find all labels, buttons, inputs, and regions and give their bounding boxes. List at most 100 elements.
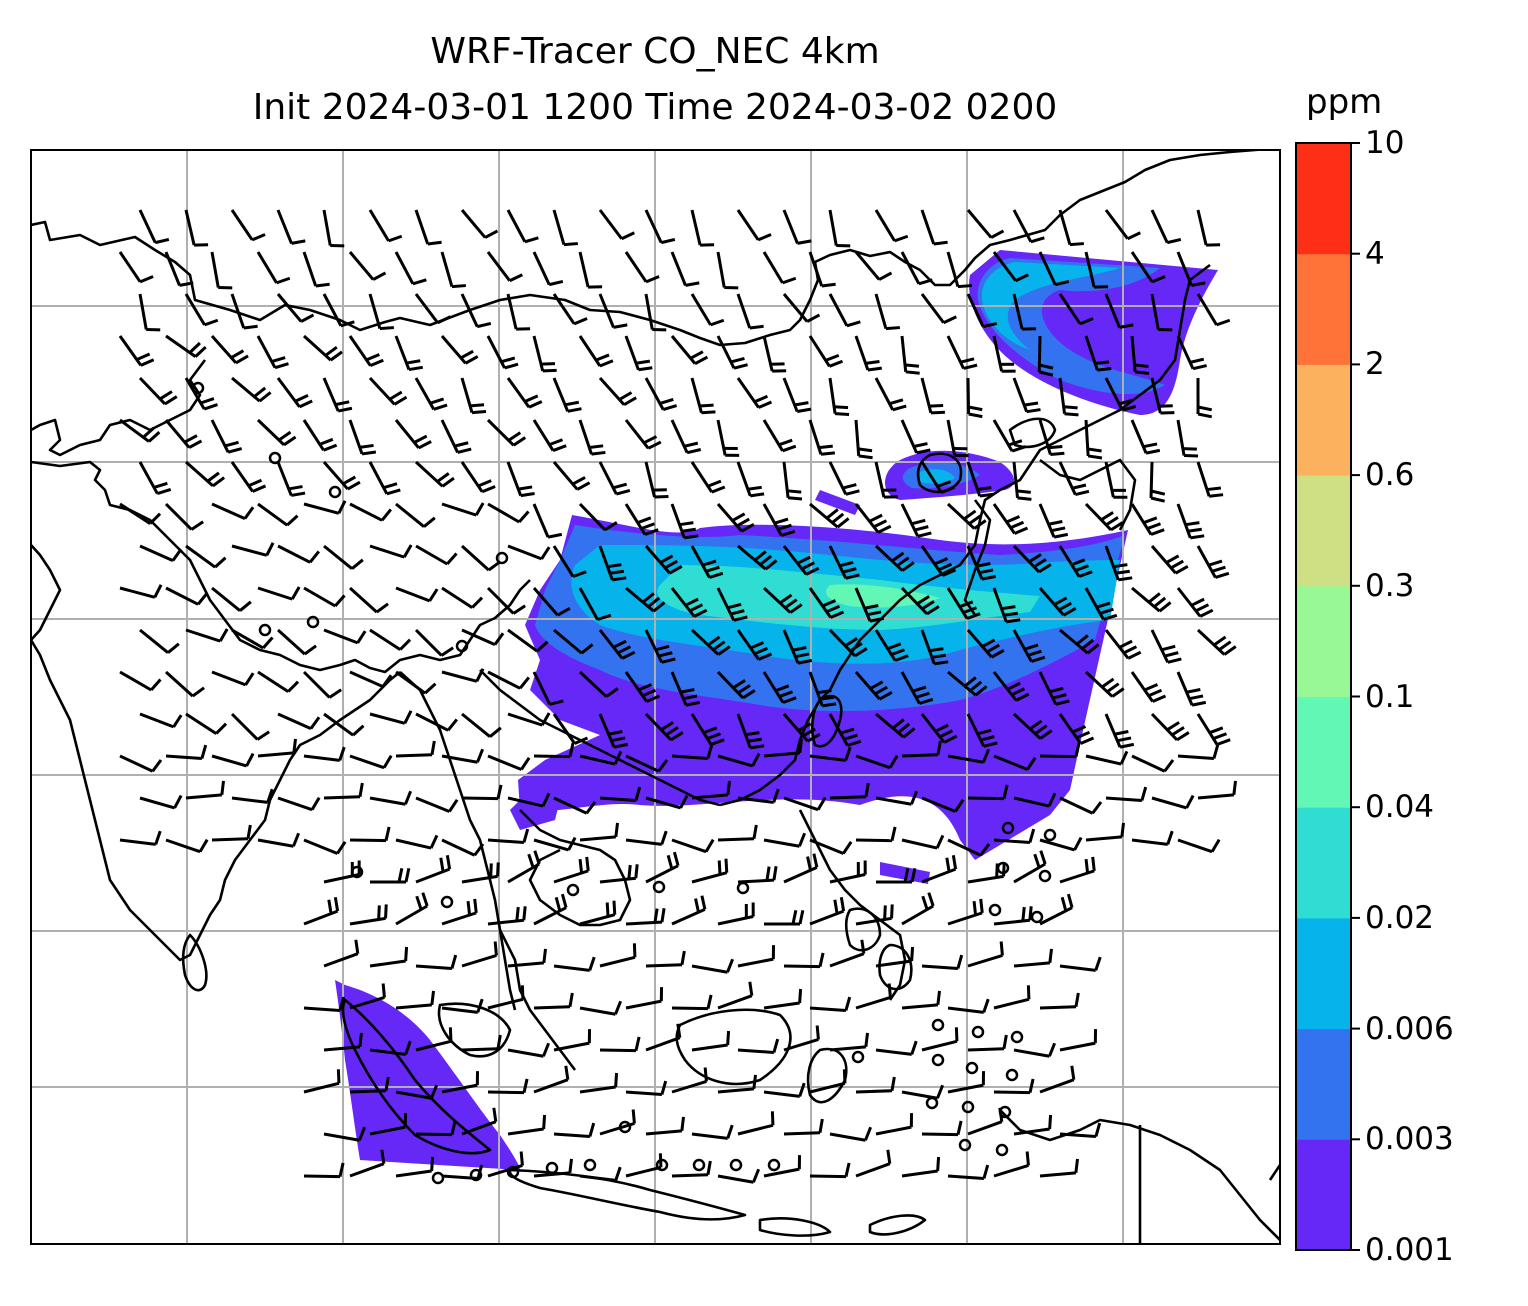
wind-barb-flag <box>612 900 617 915</box>
wind-barb-shaft <box>230 712 259 741</box>
wind-barb-shaft <box>231 796 268 804</box>
wind-barb-flag <box>615 488 631 496</box>
calm-wind-marker <box>965 1061 979 1075</box>
wind-barb-flag <box>706 1160 712 1175</box>
wind-barb-flag <box>415 895 423 910</box>
wind-barb-shaft <box>507 628 539 653</box>
wind-barb-flag <box>664 559 678 570</box>
wind-barb-flag <box>981 574 997 581</box>
wind-barb-flag <box>963 363 978 370</box>
wind-barb-flag <box>481 485 496 494</box>
wind-barb-flag <box>164 395 178 406</box>
wind-barb-flag <box>188 341 201 354</box>
wind-barb-flag <box>245 752 255 767</box>
wind-barb-flag <box>890 648 906 657</box>
wind-barb-flag <box>1074 742 1081 757</box>
wind-barb-shaft <box>1151 796 1188 810</box>
wind-barb-flag <box>954 799 965 813</box>
wind-barb-shaft <box>967 1120 1003 1136</box>
wind-barb-flag <box>154 830 162 845</box>
wind-barb-flag <box>753 394 769 404</box>
wind-barb-flag <box>1164 651 1179 658</box>
wind-barb-flag <box>292 738 297 754</box>
calm-wind-marker <box>455 639 469 653</box>
wind-barb-flag <box>1218 640 1232 652</box>
wind-barb-shaft <box>1012 293 1024 330</box>
wind-barb-flag <box>1189 357 1205 364</box>
wind-barb-shaft <box>368 209 390 242</box>
wind-barb-shaft <box>855 1089 893 1094</box>
wind-barb-shaft <box>552 293 576 325</box>
wind-barb-flag <box>515 906 520 922</box>
wind-barb-flag <box>653 908 659 923</box>
wind-barb-flag <box>608 730 623 736</box>
wind-barb-flag <box>680 1116 685 1132</box>
wind-barb-flag <box>568 1158 573 1174</box>
wind-barb-flag <box>323 443 338 452</box>
wind-barb-flag <box>903 867 910 883</box>
wind-barb-flag <box>585 801 597 815</box>
wind-barb-shaft <box>783 1038 819 1052</box>
wind-barb-shaft <box>165 754 203 761</box>
wind-barb-flag <box>484 229 499 239</box>
wind-barb-flag <box>450 954 458 969</box>
wind-barb-flag <box>429 834 439 849</box>
wind-barb-shaft <box>507 712 543 727</box>
calm-wind-marker <box>1030 910 1044 924</box>
wind-barb-flag <box>424 682 437 695</box>
wind-barb-shaft <box>967 796 1005 801</box>
wind-barb-flag <box>597 613 612 621</box>
wind-barb-flag <box>1091 856 1096 872</box>
wind-barb-flag <box>1026 985 1031 1000</box>
wind-barb-flag <box>147 431 161 443</box>
wind-barb-flag <box>1147 592 1161 604</box>
wind-barb-flag <box>487 560 501 572</box>
wind-barb-flag <box>758 652 773 661</box>
wind-barb-flag <box>683 441 699 448</box>
wind-barb-flag <box>473 843 485 857</box>
wind-barb-flag <box>887 983 892 998</box>
wind-barb-flag <box>1079 317 1094 326</box>
wind-barb-flag <box>686 448 702 455</box>
wind-barb-flag <box>976 562 991 568</box>
wind-barb-flag <box>397 867 404 883</box>
wind-barb-flag <box>779 593 793 605</box>
wind-barb-flag <box>839 897 846 912</box>
wind-barb-flag <box>655 644 670 652</box>
wind-barb-flag <box>935 834 945 849</box>
wind-barb-shaft <box>854 251 881 281</box>
wind-barb-flag <box>156 488 172 495</box>
wind-barb-shaft <box>1084 251 1096 288</box>
wind-barb-flag <box>171 548 183 562</box>
wind-barb-flag <box>1120 822 1125 838</box>
wind-barb-flag <box>588 956 596 971</box>
wind-barb-flag <box>188 439 203 449</box>
wind-barb-shaft <box>763 1167 800 1178</box>
wind-barb-shaft <box>257 670 290 693</box>
wind-barb-flag <box>1080 736 1095 745</box>
wind-barb-flag <box>1058 601 1072 612</box>
wind-barb-flag <box>139 275 154 284</box>
wind-barb-shaft <box>441 502 477 517</box>
colorbar-tick-label: 0.02 <box>1365 899 1435 936</box>
wind-barb-flag <box>383 482 398 490</box>
wind-barb-flag <box>382 754 393 769</box>
wind-barb-shaft <box>1177 754 1215 761</box>
wind-barb-flag <box>679 521 694 527</box>
wind-barb-flag <box>493 941 498 956</box>
wind-barb-shaft <box>553 796 588 815</box>
wind-barb-flag <box>1053 596 1068 606</box>
wind-barb-flag <box>605 687 619 698</box>
wind-barb-flag <box>990 649 1005 659</box>
wind-barb-flag <box>910 790 919 805</box>
wind-barb-shaft <box>460 544 490 572</box>
wind-barb-flag <box>194 345 207 358</box>
wind-barb-shaft <box>966 293 985 328</box>
wind-barb-flag <box>940 486 955 494</box>
wind-barb-flag <box>684 597 699 607</box>
wind-barb-shaft <box>947 1174 985 1181</box>
wind-barb-flag <box>1048 1042 1057 1057</box>
wind-barb-flag <box>959 600 974 609</box>
wind-barb-shaft <box>395 1090 432 1100</box>
wind-barb-shaft <box>415 964 453 971</box>
